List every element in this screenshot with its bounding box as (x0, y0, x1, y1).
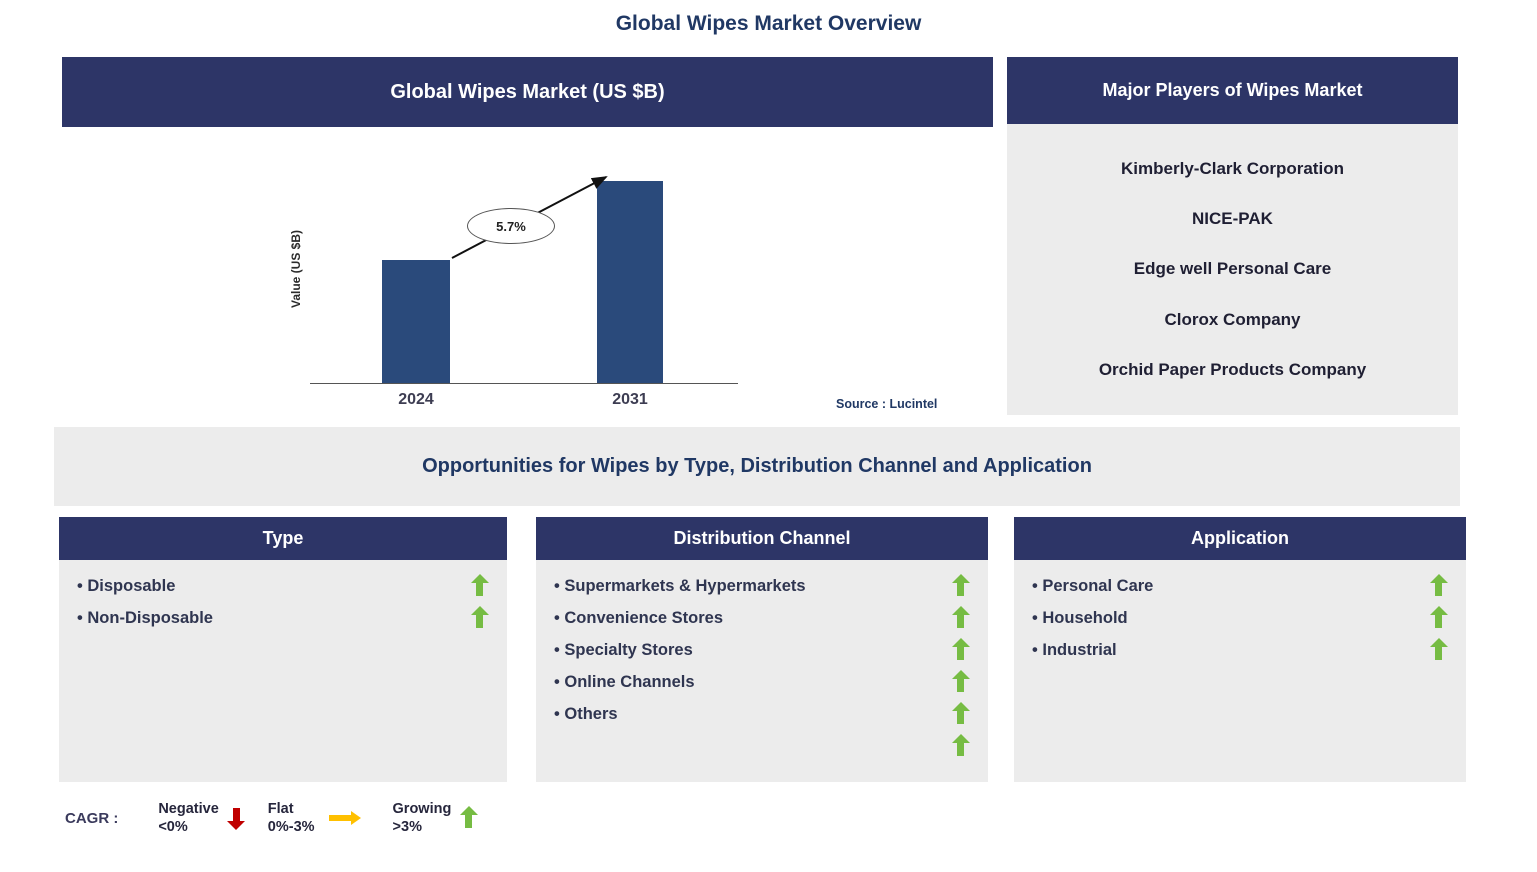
legend-text: Flat 0%-3% (268, 800, 315, 836)
distribution-channel-panel: Distribution Channel Supermarkets & Hype… (536, 517, 988, 782)
opportunities-banner: Opportunities for Wipes by Type, Distrib… (54, 427, 1460, 506)
trend-up-icon (470, 606, 489, 628)
distribution-panel-title: Distribution Channel (673, 528, 851, 548)
application-panel-title: Application (1191, 528, 1289, 548)
list-item: Specialty Stores (554, 634, 970, 666)
page-title: Global Wipes Market Overview (615, 12, 922, 35)
trend-up-icon (951, 606, 970, 628)
chart-panel-header: Global Wipes Market (US $B) (62, 57, 993, 127)
trend-up-icon (951, 670, 970, 692)
bar-chart: Value (US $B) 5.7% 2024 2031 Source : Lu… (62, 127, 993, 417)
cagr-annotation: 5.7% (467, 208, 555, 244)
legend-entry-negative: Negative <0% (158, 800, 246, 836)
cagr-value: 5.7% (496, 218, 526, 234)
list-item: Personal Care (1032, 570, 1448, 602)
players-list: Kimberly-Clark Corporation NICE-PAK Edge… (1007, 124, 1458, 415)
item-label: Others (554, 705, 617, 724)
item-label: Household (1032, 609, 1127, 628)
major-players-panel: Major Players of Wipes Market Kimberly-C… (1007, 57, 1458, 415)
list-item: Convenience Stores (554, 602, 970, 634)
legend-text: Negative <0% (158, 800, 218, 836)
trend-up-icon (1429, 638, 1448, 660)
application-list: Personal Care Household Industrial (1014, 560, 1466, 782)
list-item: Clorox Company (1164, 309, 1301, 329)
trend-up-icon (951, 574, 970, 596)
item-label: Supermarkets & Hypermarkets (554, 577, 805, 596)
list-item: Kimberly-Clark Corporation (1121, 159, 1344, 179)
source-note: Source : Lucintel (836, 397, 938, 411)
item-label: Personal Care (1032, 577, 1153, 596)
trend-up-icon (1429, 606, 1448, 628)
bar-2024 (382, 260, 450, 383)
market-chart-panel: Global Wipes Market (US $B) Value (US $B… (62, 57, 993, 417)
distribution-panel-header: Distribution Channel (536, 517, 988, 560)
growth-arrow (451, 176, 608, 259)
players-panel-title: Major Players of Wipes Market (1102, 80, 1363, 100)
down-arrow-icon (227, 808, 246, 830)
item-label: Online Channels (554, 673, 694, 692)
list-item: Non-Disposable (77, 602, 489, 634)
legend-title: CAGR : (65, 809, 119, 827)
cagr-legend: CAGR : Negative <0% Flat 0%-3% Growing >… (65, 800, 506, 836)
legend-label: Growing (392, 801, 452, 817)
legend-entry-flat: Flat 0%-3% (268, 800, 365, 836)
application-panel: Application Personal Care Household Indu… (1014, 517, 1466, 782)
list-item: Orchid Paper Products Company (1098, 359, 1367, 379)
distribution-list: Supermarkets & Hypermarkets Convenience … (536, 560, 988, 782)
legend-range: >3% (392, 819, 422, 835)
list-item: NICE-PAK (1192, 209, 1273, 229)
chart-panel-title: Global Wipes Market (US $B) (390, 80, 665, 103)
players-panel-header: Major Players of Wipes Market (1007, 57, 1458, 124)
list-item: Disposable (77, 570, 489, 602)
type-panel-title: Type (262, 528, 304, 548)
type-panel-header: Type (59, 517, 507, 560)
item-label: Specialty Stores (554, 641, 692, 660)
trend-up-icon (1429, 574, 1448, 596)
list-item: Online Channels (554, 666, 970, 698)
y-axis-label: Value (US $B) (289, 229, 303, 309)
x-tick-2031: 2031 (612, 391, 648, 408)
item-label: Non-Disposable (77, 609, 213, 628)
x-tick-2024: 2024 (398, 391, 434, 408)
trend-up-icon (951, 734, 970, 756)
legend-range: 0%-3% (267, 819, 315, 835)
application-panel-header: Application (1014, 517, 1466, 560)
list-item: Household (1032, 602, 1448, 634)
type-list: Disposable Non-Disposable (59, 560, 507, 782)
trend-up-icon (470, 574, 489, 596)
legend-text: Growing >3% (393, 800, 452, 836)
legend-entry-growing: Growing >3% (393, 800, 479, 836)
list-item: Industrial (1032, 634, 1448, 666)
item-label: Disposable (77, 577, 175, 596)
trend-up-icon (951, 638, 970, 660)
x-axis-line (310, 383, 738, 384)
item-label: Convenience Stores (554, 609, 723, 628)
list-item: Others (554, 698, 970, 730)
right-arrow-icon (328, 810, 361, 825)
up-arrow-icon (459, 806, 478, 828)
bar-2031 (597, 181, 663, 383)
list-item: Supermarkets & Hypermarkets (554, 570, 970, 602)
list-item (554, 730, 970, 762)
legend-label: Flat (267, 801, 294, 817)
trend-up-icon (951, 702, 970, 724)
item-label: Industrial (1032, 641, 1116, 660)
legend-range: <0% (158, 819, 188, 835)
legend-label: Negative (158, 801, 219, 817)
list-item: Edge well Personal Care (1133, 259, 1332, 279)
type-panel: Type Disposable Non-Disposable (59, 517, 507, 782)
